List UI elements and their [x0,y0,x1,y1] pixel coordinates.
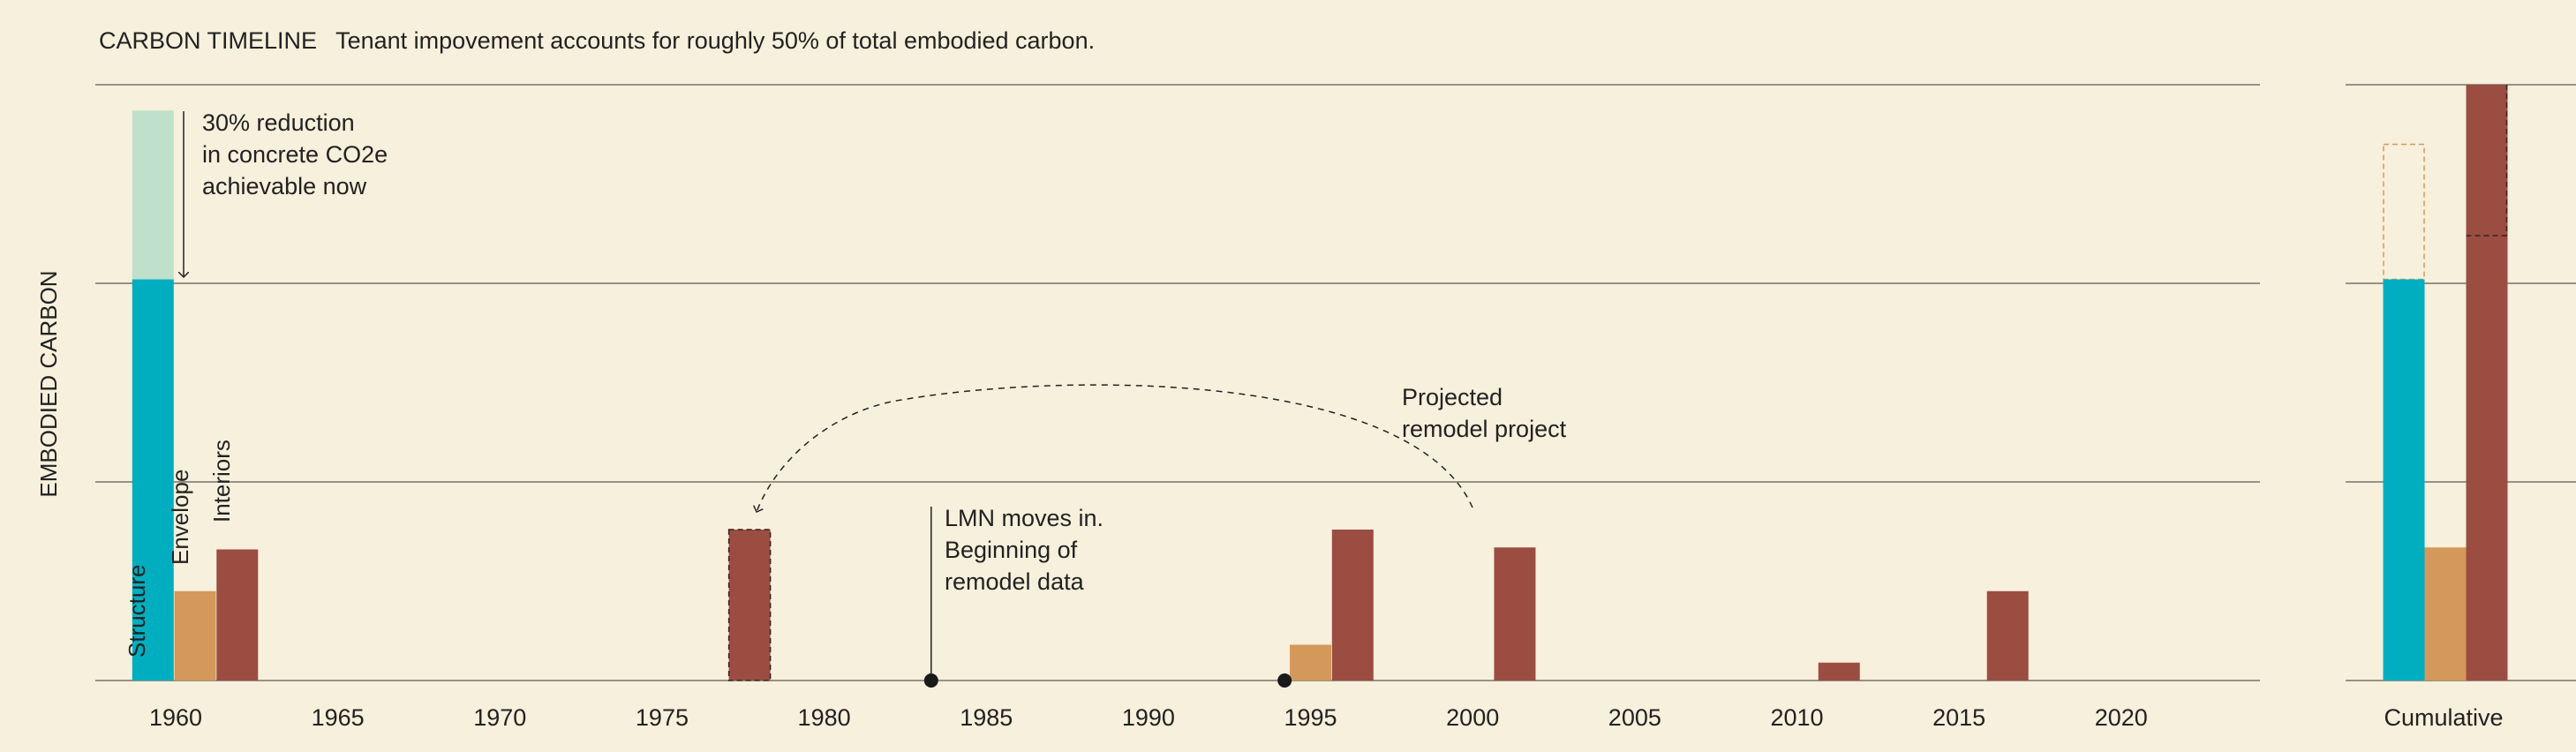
chart-subtitle: Tenant impovement accounts for roughly 5… [335,27,1095,54]
cumulative-label: Cumulative [2384,704,2503,731]
bar-label-envelope: Envelope [167,470,193,565]
lmn-marker-dot [923,673,938,688]
timeline-markers: LMN moves in. Beginning of remodel data [923,505,1292,688]
bar-label-interiors: Interiors [208,440,235,523]
bar-label-structure: Structure [124,565,150,658]
projected-annotation: Projected remodel project [757,384,1567,512]
bar-interiors-5 [1986,590,2029,681]
x-tick-1985: 1985 [960,704,1013,731]
chart-title: CARBON TIMELINE [99,27,317,54]
cumulative-bar-structure [2383,279,2425,681]
x-tick-1980: 1980 [798,704,851,731]
x-tick-2020: 2020 [2095,704,2148,731]
bar-interiors-4 [1818,662,1860,681]
bars-cumulative [2383,85,2508,681]
ghost-bar-0 [132,110,174,280]
cumulative-ghost-structure [2383,143,2425,281]
x-tick-1975: 1975 [636,704,689,731]
bar-interiors-3 [1494,547,1536,681]
x-tick-1970: 1970 [473,704,526,731]
projected-arrow [757,384,1473,512]
cumulative-bar-interiors [2466,85,2508,681]
chart-title-line: CARBON TIMELINE Tenant impovement accoun… [99,27,1095,54]
bar-interiors-2 [1331,530,1374,681]
grid-lines-main [95,84,2260,681]
bar-interiors-0 [216,549,259,681]
reduction-line-2: in concrete CO2e [202,141,388,168]
bars-main [132,279,2029,681]
x-tick-2015: 2015 [1932,704,1985,731]
bar-interiors-1 [727,529,772,681]
x-tick-2000: 2000 [1446,704,1499,731]
lmn-label-line-1: LMN moves in. [945,505,1103,531]
bar-envelope-0 [174,590,216,681]
projected-line-1: Projected [1402,384,1503,410]
y-axis-label: EMBODIED CARBON [35,270,62,497]
ghost-bars [132,110,174,280]
bar-structure-0 [132,279,174,681]
x-tick-1995: 1995 [1284,704,1337,731]
x-tick-2005: 2005 [1608,704,1661,731]
x-tick-1960: 1960 [149,704,202,731]
x-tick-1965: 1965 [312,704,365,731]
reduction-annotation: 30% reduction in concrete CO2e achievabl… [184,109,388,277]
lmn-label-line-2: Beginning of [945,537,1078,563]
lmn-label-line-3: remodel data [945,568,1085,595]
bar-envelope-1 [1290,644,1332,681]
reduction-line-1: 30% reduction [202,109,355,136]
reduction-line-3: achievable now [202,173,367,199]
cumulative-bar-envelope [2424,547,2467,681]
remodel-marker-dot [1277,673,1292,688]
x-tick-labels: 1960 1965 1970 1975 1980 1985 1990 1995 2000 2005… [149,704,2148,731]
x-tick-2010: 2010 [1770,704,1823,731]
projected-line-2: remodel project [1402,416,1567,442]
x-tick-1990: 1990 [1122,704,1175,731]
bar-labels: Structure Envelope Interiors [124,440,235,658]
